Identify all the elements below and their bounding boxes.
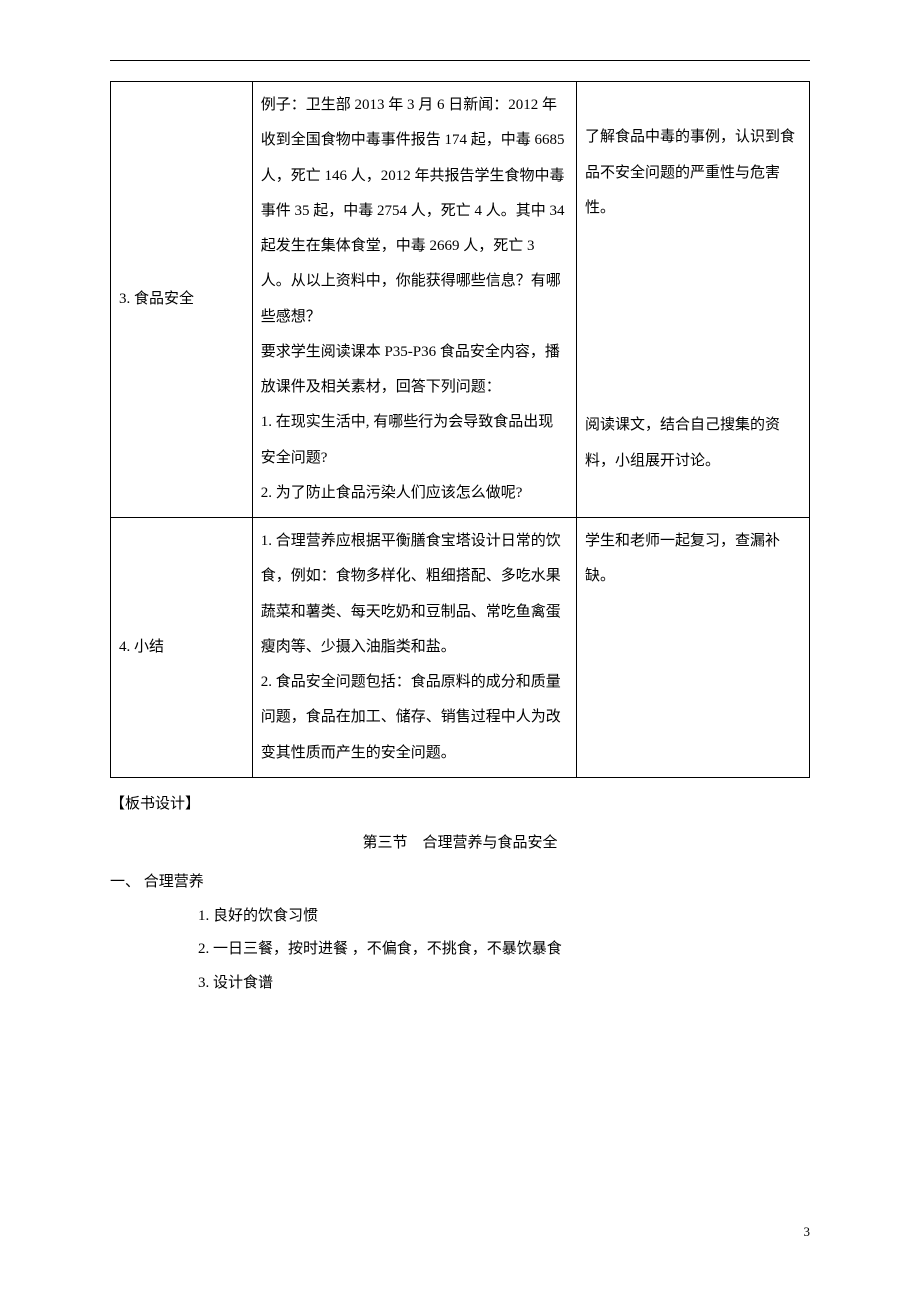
outline-item: 1. 良好的饮食习惯 — [198, 900, 810, 934]
header-rule — [110, 60, 810, 61]
cell-topic: 4. 小结 — [111, 518, 253, 778]
cell-teacher-activity: 例子：卫生部 2013 年 3 月 6 日新闻：2012 年收到全国食物中毒事件… — [252, 82, 576, 518]
activity-block: 了解食品中毒的事例，认识到食品不安全问题的严重性与危害性。 — [585, 120, 801, 380]
table-row: 4. 小结 1. 合理营养应根据平衡膳食宝塔设计日常的饮食，例如：食物多样化、粗… — [111, 518, 810, 778]
cell-topic: 3. 食品安全 — [111, 82, 253, 518]
outline-item: 3. 设计食谱 — [198, 967, 810, 1001]
cell-student-activity: 学生和老师一起复习，查漏补缺。 — [576, 518, 809, 778]
activity-block: 阅读课文，结合自己搜集的资料，小组展开讨论。 — [585, 408, 801, 479]
outline-item: 2. 一日三餐，按时进餐 ，不偏食，不挑食，不暴饮暴食 — [198, 933, 810, 967]
table-row: 3. 食品安全 例子：卫生部 2013 年 3 月 6 日新闻：2012 年收到… — [111, 82, 810, 518]
board-design-label: 【板书设计】 — [110, 788, 810, 821]
activity-block: 学生和老师一起复习，查漏补缺。 — [585, 524, 801, 595]
outline-level1: 一、 合理营养 — [110, 866, 810, 900]
cell-student-activity: 了解食品中毒的事例，认识到食品不安全问题的严重性与危害性。 阅读课文，结合自己搜… — [576, 82, 809, 518]
page-number: 3 — [804, 1224, 811, 1240]
lesson-table: 3. 食品安全 例子：卫生部 2013 年 3 月 6 日新闻：2012 年收到… — [110, 81, 810, 778]
board-outline: 一、 合理营养 1. 良好的饮食习惯 2. 一日三餐，按时进餐 ，不偏食，不挑食… — [110, 866, 810, 1001]
cell-teacher-activity: 1. 合理营养应根据平衡膳食宝塔设计日常的饮食，例如：食物多样化、粗细搭配、多吃… — [252, 518, 576, 778]
board-title: 第三节 合理营养与食品安全 — [110, 827, 810, 860]
